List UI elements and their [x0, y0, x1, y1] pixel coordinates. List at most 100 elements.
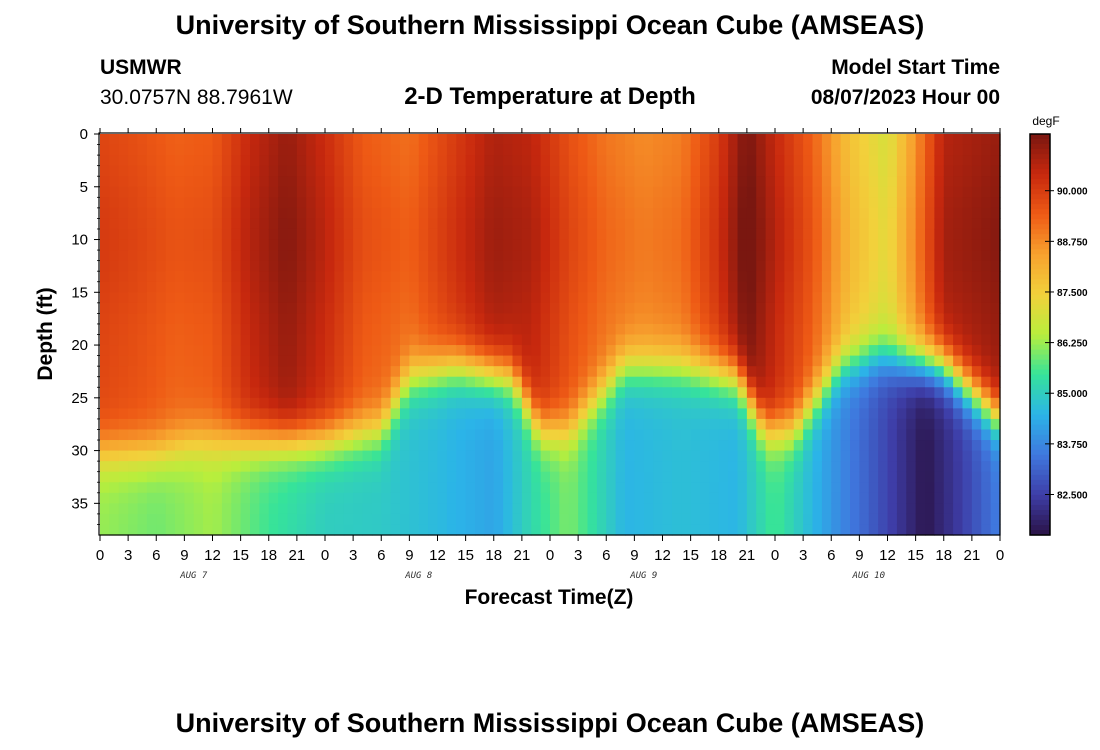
- heatmap-cell: [709, 355, 720, 367]
- heatmap-cell: [662, 260, 673, 272]
- heatmap-cell: [634, 387, 645, 399]
- heatmap-cell: [540, 271, 551, 283]
- heatmap-cell: [906, 281, 917, 293]
- heatmap-cell: [465, 513, 476, 526]
- heatmap-cell: [596, 271, 607, 283]
- heatmap-cell: [465, 450, 476, 462]
- heatmap-cell: [990, 186, 1001, 198]
- heatmap-cell: [596, 144, 607, 156]
- heatmap-cell: [990, 461, 1001, 473]
- heatmap-cell: [325, 323, 335, 336]
- heatmap-cell: [568, 471, 579, 483]
- heatmap-cell: [503, 260, 514, 272]
- heatmap-cell: [728, 418, 739, 431]
- heatmap-cell: [690, 418, 701, 431]
- heatmap-cell: [268, 408, 279, 420]
- heatmap-cell: [587, 260, 598, 272]
- colorbar-band: [1030, 329, 1050, 336]
- heatmap-cell: [531, 482, 542, 494]
- heatmap-cell: [653, 250, 664, 262]
- heatmap-cell: [521, 218, 532, 230]
- heatmap-cell: [887, 471, 898, 483]
- heatmap-cell: [812, 376, 823, 388]
- heatmap-cell: [484, 207, 495, 220]
- colorbar-tick-label: 85.000: [1057, 389, 1088, 400]
- heatmap-cell: [878, 313, 889, 325]
- heatmap-cell: [915, 440, 926, 452]
- heatmap-cell: [278, 408, 289, 420]
- heatmap-cell: [240, 165, 251, 177]
- heatmap-cell: [718, 429, 729, 441]
- heatmap-cell: [746, 144, 757, 156]
- heatmap-cell: [662, 429, 673, 441]
- heatmap-cell: [156, 165, 167, 177]
- heatmap-cell: [953, 144, 964, 156]
- heatmap-cell: [465, 292, 476, 304]
- heatmap-cell: [953, 366, 964, 378]
- heatmap-cell: [137, 302, 148, 314]
- heatmap-cell: [662, 355, 673, 367]
- heatmap-cell: [118, 197, 129, 209]
- heatmap-cell: [606, 513, 617, 526]
- heatmap-cell: [362, 207, 373, 220]
- heatmap-cell: [850, 471, 860, 483]
- heatmap-cell: [175, 302, 185, 314]
- heatmap-cell: [343, 345, 354, 357]
- heatmap-cell: [156, 155, 167, 167]
- heatmap-cell: [953, 250, 964, 262]
- heatmap-cell: [418, 207, 429, 220]
- heatmap-cell: [109, 408, 120, 420]
- heatmap-cell: [568, 482, 579, 494]
- heatmap-cell: [934, 345, 945, 357]
- heatmap-cell: [137, 387, 148, 399]
- heatmap-cell: [934, 440, 945, 452]
- heatmap-cell: [156, 302, 167, 314]
- heatmap-cell: [503, 197, 514, 209]
- colorbar-frame: [1029, 133, 1051, 536]
- heatmap-cell: [587, 302, 598, 314]
- heatmap-cell: [934, 461, 945, 473]
- heatmap-cell: [334, 418, 345, 431]
- heatmap-cell: [521, 345, 532, 357]
- heatmap-cell: [765, 250, 776, 262]
- heatmap-cell: [437, 492, 448, 504]
- heatmap-cell: [184, 186, 195, 198]
- heatmap-cell: [559, 218, 570, 230]
- heatmap-cell: [250, 418, 260, 431]
- heatmap-cell: [925, 134, 935, 146]
- heatmap-cell: [587, 250, 598, 262]
- heatmap-cell: [446, 228, 457, 241]
- heatmap-cell: [775, 440, 785, 452]
- heatmap-cell: [184, 302, 195, 314]
- heatmap-cell: [193, 186, 204, 198]
- heatmap-cell: [334, 260, 345, 272]
- heatmap-cell: [896, 250, 907, 262]
- heatmap-cell: [193, 228, 204, 241]
- heatmap-cell: [465, 418, 476, 431]
- heatmap-cell: [718, 228, 729, 241]
- colorbar-band: [1030, 214, 1050, 220]
- heatmap-cell: [690, 387, 701, 399]
- heatmap-cell: [681, 165, 692, 177]
- heatmap-cell: [371, 429, 382, 441]
- heatmap-cell: [634, 207, 645, 220]
- heatmap-cell: [662, 313, 673, 325]
- heatmap-cell: [484, 292, 495, 304]
- heatmap-cell: [990, 302, 1001, 314]
- heatmap-cell: [896, 408, 907, 420]
- heatmap-cell: [156, 292, 167, 304]
- heatmap-cell: [475, 366, 485, 378]
- heatmap-cell: [484, 397, 495, 409]
- x-tick-label: 0: [996, 547, 1004, 564]
- colorbar-band: [1030, 429, 1050, 436]
- heatmap-cell: [765, 271, 776, 283]
- heatmap-cell: [381, 418, 392, 431]
- heatmap-cell: [653, 207, 664, 220]
- heatmap-cell: [250, 292, 260, 304]
- heatmap-cell: [128, 260, 139, 272]
- heatmap-cell: [221, 186, 232, 198]
- heatmap-cell: [512, 345, 523, 357]
- heatmap-cell: [971, 524, 982, 536]
- heatmap-cell: [418, 482, 429, 494]
- heatmap-cell: [690, 218, 701, 230]
